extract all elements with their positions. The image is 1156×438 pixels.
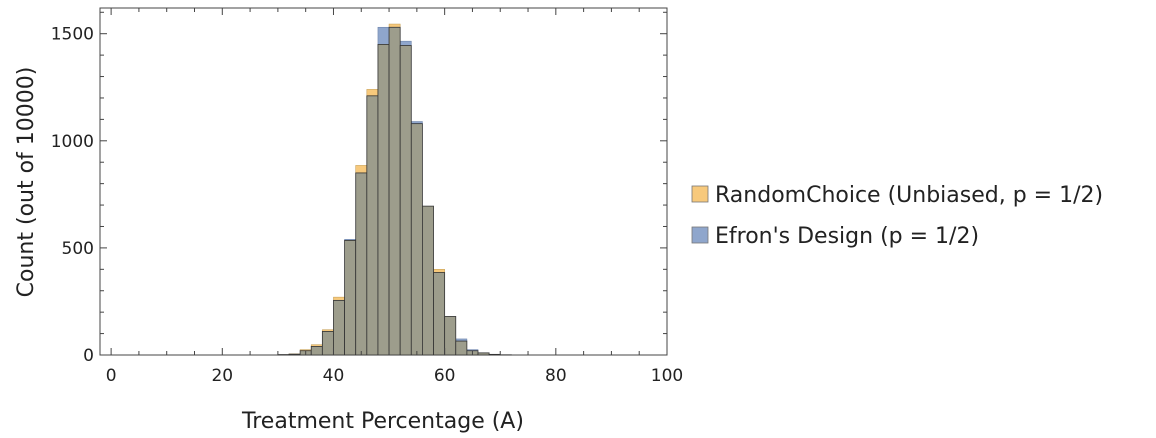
- legend-label-randomchoice: RandomChoice (Unbiased, p = 1/2): [715, 183, 1103, 208]
- bar-overlap-48: [377, 44, 390, 356]
- bar-efron-48: [377, 26, 390, 45]
- bar-overlap-54: [410, 123, 423, 356]
- x-axis-tick-labels: 0 20 40 60 80 100: [106, 366, 684, 386]
- x-tick-label-100: 100: [651, 366, 683, 386]
- bar-overlap-38: [321, 331, 334, 356]
- bar-overlap-40: [333, 299, 345, 356]
- bar-overlap-32: [288, 353, 301, 356]
- bar-overlap-42: [344, 240, 357, 356]
- bar-efron-52: [399, 40, 412, 46]
- bar-overlap-60: [444, 316, 457, 356]
- x-tick-label-40: 40: [323, 366, 345, 386]
- bar-overlap-44: [355, 172, 368, 356]
- y-axis-tick-labels: 0 500 1000 1500: [51, 25, 94, 366]
- bar-overlap-66: [477, 352, 490, 356]
- x-axis-ticks: [110, 8, 668, 355]
- y-tick-label-1000: 1000: [51, 132, 94, 152]
- legend-swatch-efron: [691, 226, 709, 244]
- x-tick-label-20: 20: [211, 366, 233, 386]
- y-tick-label-500: 500: [62, 239, 94, 259]
- overlap-bars: [277, 26, 512, 356]
- bar-overlap-62: [455, 340, 468, 356]
- bar-overlap-68: [488, 353, 501, 356]
- bar-overlap-46: [366, 95, 379, 356]
- legend-swatch-randomchoice: [691, 185, 709, 203]
- bar-overlap-56: [422, 205, 434, 356]
- bar-randomchoice-50: [388, 23, 401, 28]
- x-axis-label: Treatment Percentage (A): [241, 409, 524, 434]
- x-tick-label-60: 60: [434, 366, 456, 386]
- legend: RandomChoice (Unbiased, p = 1/2) Efron's…: [691, 183, 1103, 249]
- x-tick-label-80: 80: [545, 366, 567, 386]
- bar-randomchoice-46: [366, 89, 379, 97]
- y-tick-label-1500: 1500: [51, 25, 94, 45]
- bar-randomchoice-58: [433, 269, 445, 273]
- y-axis-label: Count (out of 10000): [14, 67, 39, 298]
- bar-overlap-58: [433, 272, 446, 356]
- y-axis-ticks: [100, 11, 667, 356]
- y-tick-label-0: 0: [83, 346, 94, 366]
- bar-overlap-36: [310, 346, 323, 356]
- legend-label-efron: Efron's Design (p = 1/2): [715, 224, 979, 249]
- bar-randomchoice-44: [355, 165, 368, 174]
- bar-randomchoice-40: [333, 296, 345, 301]
- bar-overlap-52: [399, 45, 412, 356]
- bar-overlap-50: [388, 26, 401, 356]
- x-tick-label-0: 0: [106, 366, 117, 386]
